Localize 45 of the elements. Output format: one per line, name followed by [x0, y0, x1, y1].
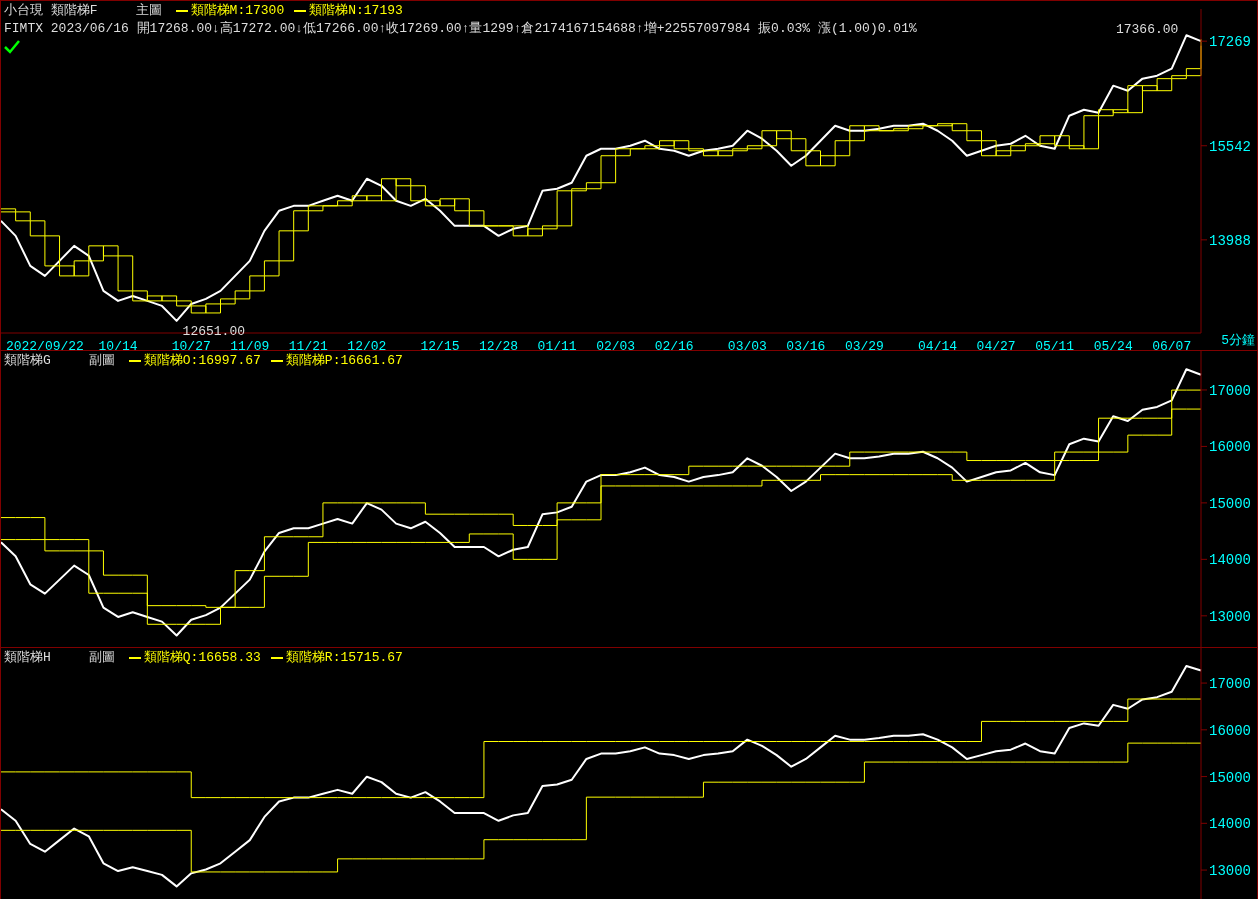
chart-title: 小台現 類階梯F — [4, 2, 98, 20]
x-tick-label: 03/03 — [727, 339, 767, 355]
legend-label: 類階梯M:17300 — [189, 2, 285, 20]
y-tick-label: 14000 — [1209, 816, 1252, 833]
y-tick-label: 16000 — [1209, 439, 1252, 456]
x-tick-label: 02/03 — [596, 339, 636, 355]
x-axis-title: 5分鐘 — [1221, 332, 1255, 349]
chart-title: 類階梯H — [4, 649, 51, 667]
y-tick-label: 17269 — [1209, 34, 1252, 51]
x-tick-label: 10/14 — [98, 339, 138, 355]
x-tick-label: 03/29 — [844, 339, 884, 355]
y-tick-label: 14000 — [1209, 552, 1252, 569]
legend-label: 類階梯P:16661.67 — [284, 352, 403, 370]
legend-label: 類階梯O:16997.67 — [143, 353, 261, 368]
x-tick-label: 04/27 — [976, 339, 1016, 355]
y-tick-label: 13000 — [1209, 863, 1252, 880]
y-tick-label: 13988 — [1209, 232, 1252, 249]
legend-label: 類階梯R:15715.67 — [284, 649, 403, 667]
x-tick-label: 12/15 — [420, 339, 460, 355]
x-tick-label: 05/24 — [1093, 339, 1133, 355]
x-tick-label: 06/07 — [1152, 339, 1192, 355]
x-tick-label: 05/11 — [1035, 339, 1075, 355]
y-tick-label: 15000 — [1209, 495, 1252, 512]
annotation: FIMTX 2023/06/16 開17268.00↓高17272.00↓低17266.00↑收17269.00↑量1299↑倉2174167154688↑增+22557097984 振0.03% 漲(1.00)0.01% — [4, 20, 917, 38]
y-tick-label: 17000 — [1209, 676, 1252, 693]
x-tick-label: 12/02 — [347, 339, 387, 355]
x-tick-label: 11/09 — [230, 339, 270, 355]
y-tick-label: 13000 — [1209, 608, 1252, 625]
chart-subtitle: 副圖 — [88, 352, 115, 370]
x-tick-label: 01/11 — [537, 339, 577, 355]
chart-subtitle: 主圖 — [135, 2, 162, 20]
data-label: 17366.00 — [1115, 22, 1179, 38]
y-tick-label: 17000 — [1209, 382, 1252, 399]
chart-title: 類階梯G — [4, 352, 51, 370]
x-tick-label: 04/14 — [918, 339, 958, 355]
x-tick-label: 02/16 — [654, 339, 694, 355]
x-tick-label: 12/28 — [479, 339, 519, 355]
y-tick-label: 16000 — [1209, 722, 1252, 739]
data-label: 12651.00 — [182, 323, 246, 339]
chart-subtitle: 副圖 — [88, 649, 115, 667]
legend-label: 類階梯N:17193 — [308, 2, 403, 20]
y-tick-label: 15000 — [1209, 769, 1252, 786]
y-tick-label: 15542 — [1209, 138, 1252, 155]
x-tick-label: 03/16 — [786, 339, 826, 355]
legend-label: 類階梯Q:16658.33 — [142, 649, 261, 667]
